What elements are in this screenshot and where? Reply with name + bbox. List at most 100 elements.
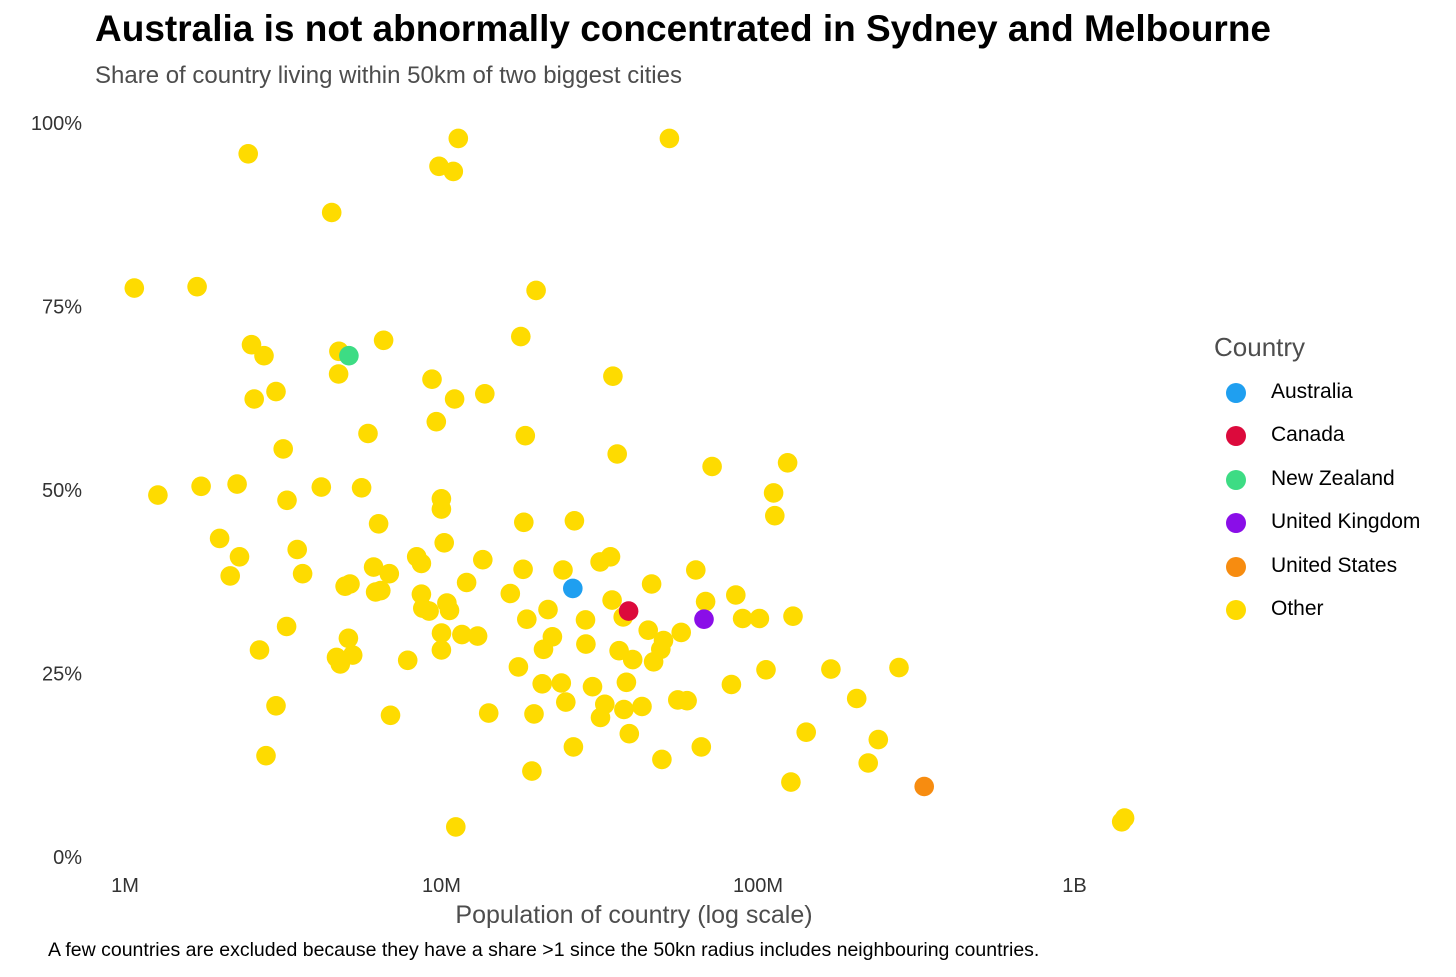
- data-point-other: [287, 539, 308, 560]
- data-point-other: [538, 599, 558, 620]
- data-point-other: [371, 580, 391, 601]
- data-point-other: [368, 514, 389, 534]
- data-point-other: [292, 563, 313, 584]
- scatter-plot: 0% 25% 50% 75% 100% 1M 10M 100M 1B Population o…: [31, 113, 1135, 929]
- legend-dot-australia: [1226, 383, 1246, 403]
- data-point-other: [602, 590, 622, 610]
- data-point-other: [238, 144, 258, 164]
- data-point-other: [563, 737, 584, 757]
- data-point-other: [187, 276, 207, 297]
- data-point-other: [691, 737, 712, 757]
- data-point-other: [783, 606, 803, 626]
- data-point-other: [781, 772, 801, 792]
- legend-label: United States: [1271, 553, 1398, 577]
- y-tick-label: 50%: [42, 480, 82, 502]
- data-point-other: [419, 601, 439, 621]
- data-point-other: [124, 278, 145, 298]
- legend-item-united-states: United States: [1214, 553, 1397, 596]
- data-point-other: [379, 563, 400, 584]
- data-point-other: [868, 729, 889, 750]
- data-point-other: [614, 699, 634, 720]
- data-point-other: [821, 659, 841, 679]
- data-point-other: [475, 384, 495, 404]
- data-point-other: [340, 574, 360, 594]
- data-point-other: [500, 583, 521, 604]
- data-point-other: [653, 630, 674, 651]
- data-point-other: [576, 634, 596, 654]
- data-point-other: [266, 696, 286, 716]
- data-point-other: [431, 489, 452, 509]
- data-point-other: [595, 694, 615, 715]
- chart-subtitle: Share of country living within 50km of t…: [95, 62, 682, 89]
- data-point-other: [277, 490, 297, 511]
- data-point-other: [473, 549, 493, 570]
- data-point-other: [478, 703, 499, 723]
- data-point-other: [508, 657, 529, 677]
- data-point-other: [763, 483, 784, 503]
- data-point-other: [777, 453, 798, 473]
- legend-dot-other: [1226, 599, 1246, 620]
- data-point-other: [467, 626, 488, 646]
- data-point-other: [422, 369, 442, 390]
- data-point-other: [551, 673, 572, 693]
- data-point-other: [652, 749, 672, 770]
- legend-item-united-kingdom: United Kingdom: [1214, 509, 1420, 552]
- legend-label: New Zealand: [1271, 466, 1395, 490]
- data-point-other: [641, 574, 662, 594]
- data-point-other: [564, 511, 585, 531]
- data-point-other: [380, 705, 401, 726]
- data-point-other: [721, 674, 742, 695]
- x-axis-ticks: 1M 10M 100M 1B: [111, 875, 1087, 897]
- data-point-other: [603, 366, 623, 387]
- legend-item-other: Other: [1214, 596, 1324, 639]
- legend-item-new-zealand: New Zealand: [1214, 466, 1395, 509]
- data-point-other: [256, 745, 276, 766]
- x-tick-label: 1M: [111, 875, 139, 897]
- y-tick-label: 100%: [31, 113, 82, 135]
- data-point-other: [1114, 808, 1135, 828]
- legend-dot-canada: [1226, 426, 1246, 447]
- data-point-other: [431, 640, 452, 660]
- data-point-other: [616, 672, 637, 693]
- data-point-other: [444, 389, 465, 409]
- data-point-other: [446, 817, 466, 837]
- data-point-canada: [618, 601, 639, 621]
- data-point-other: [671, 622, 691, 643]
- data-point-other: [431, 623, 452, 643]
- data-point-other: [273, 439, 294, 459]
- data-point-other: [397, 650, 418, 671]
- chart-caption: A few countries are excluded because the…: [48, 939, 1040, 961]
- data-point-other: [765, 505, 785, 526]
- data-point-other: [622, 649, 643, 670]
- data-point-other: [796, 722, 816, 742]
- data-point-other: [600, 547, 621, 567]
- data-point-other: [511, 326, 531, 347]
- data-point-other: [607, 444, 627, 464]
- x-tick-label: 10M: [422, 875, 461, 897]
- data-point-other: [254, 345, 274, 366]
- data-point-other: [632, 696, 652, 717]
- data-point-other: [448, 128, 469, 149]
- y-tick-label: 0%: [53, 847, 82, 869]
- chart-title: Australia is not abnormally concentrated…: [95, 8, 1272, 49]
- data-point-other: [373, 330, 394, 351]
- data-point-other: [659, 128, 680, 149]
- data-point-other: [358, 423, 378, 444]
- data-point-other: [321, 202, 342, 223]
- data-point-other: [517, 609, 537, 629]
- data-point-other: [266, 381, 286, 402]
- data-point-other: [749, 608, 770, 629]
- data-point-other: [276, 616, 297, 637]
- data-point-other: [229, 547, 250, 567]
- data-point-other: [456, 572, 477, 593]
- legend-item-canada: Canada: [1214, 422, 1345, 465]
- x-tick-label: 100M: [733, 875, 783, 897]
- data-point-other: [220, 566, 240, 586]
- data-point-other: [695, 591, 716, 612]
- legend-label: Canada: [1271, 423, 1345, 447]
- data-point-other: [426, 411, 447, 432]
- data-point-other: [726, 585, 746, 605]
- legend-dot-new-zealand: [1226, 469, 1246, 490]
- legend-dot-united-states: [1226, 556, 1246, 577]
- data-point-other: [244, 389, 264, 409]
